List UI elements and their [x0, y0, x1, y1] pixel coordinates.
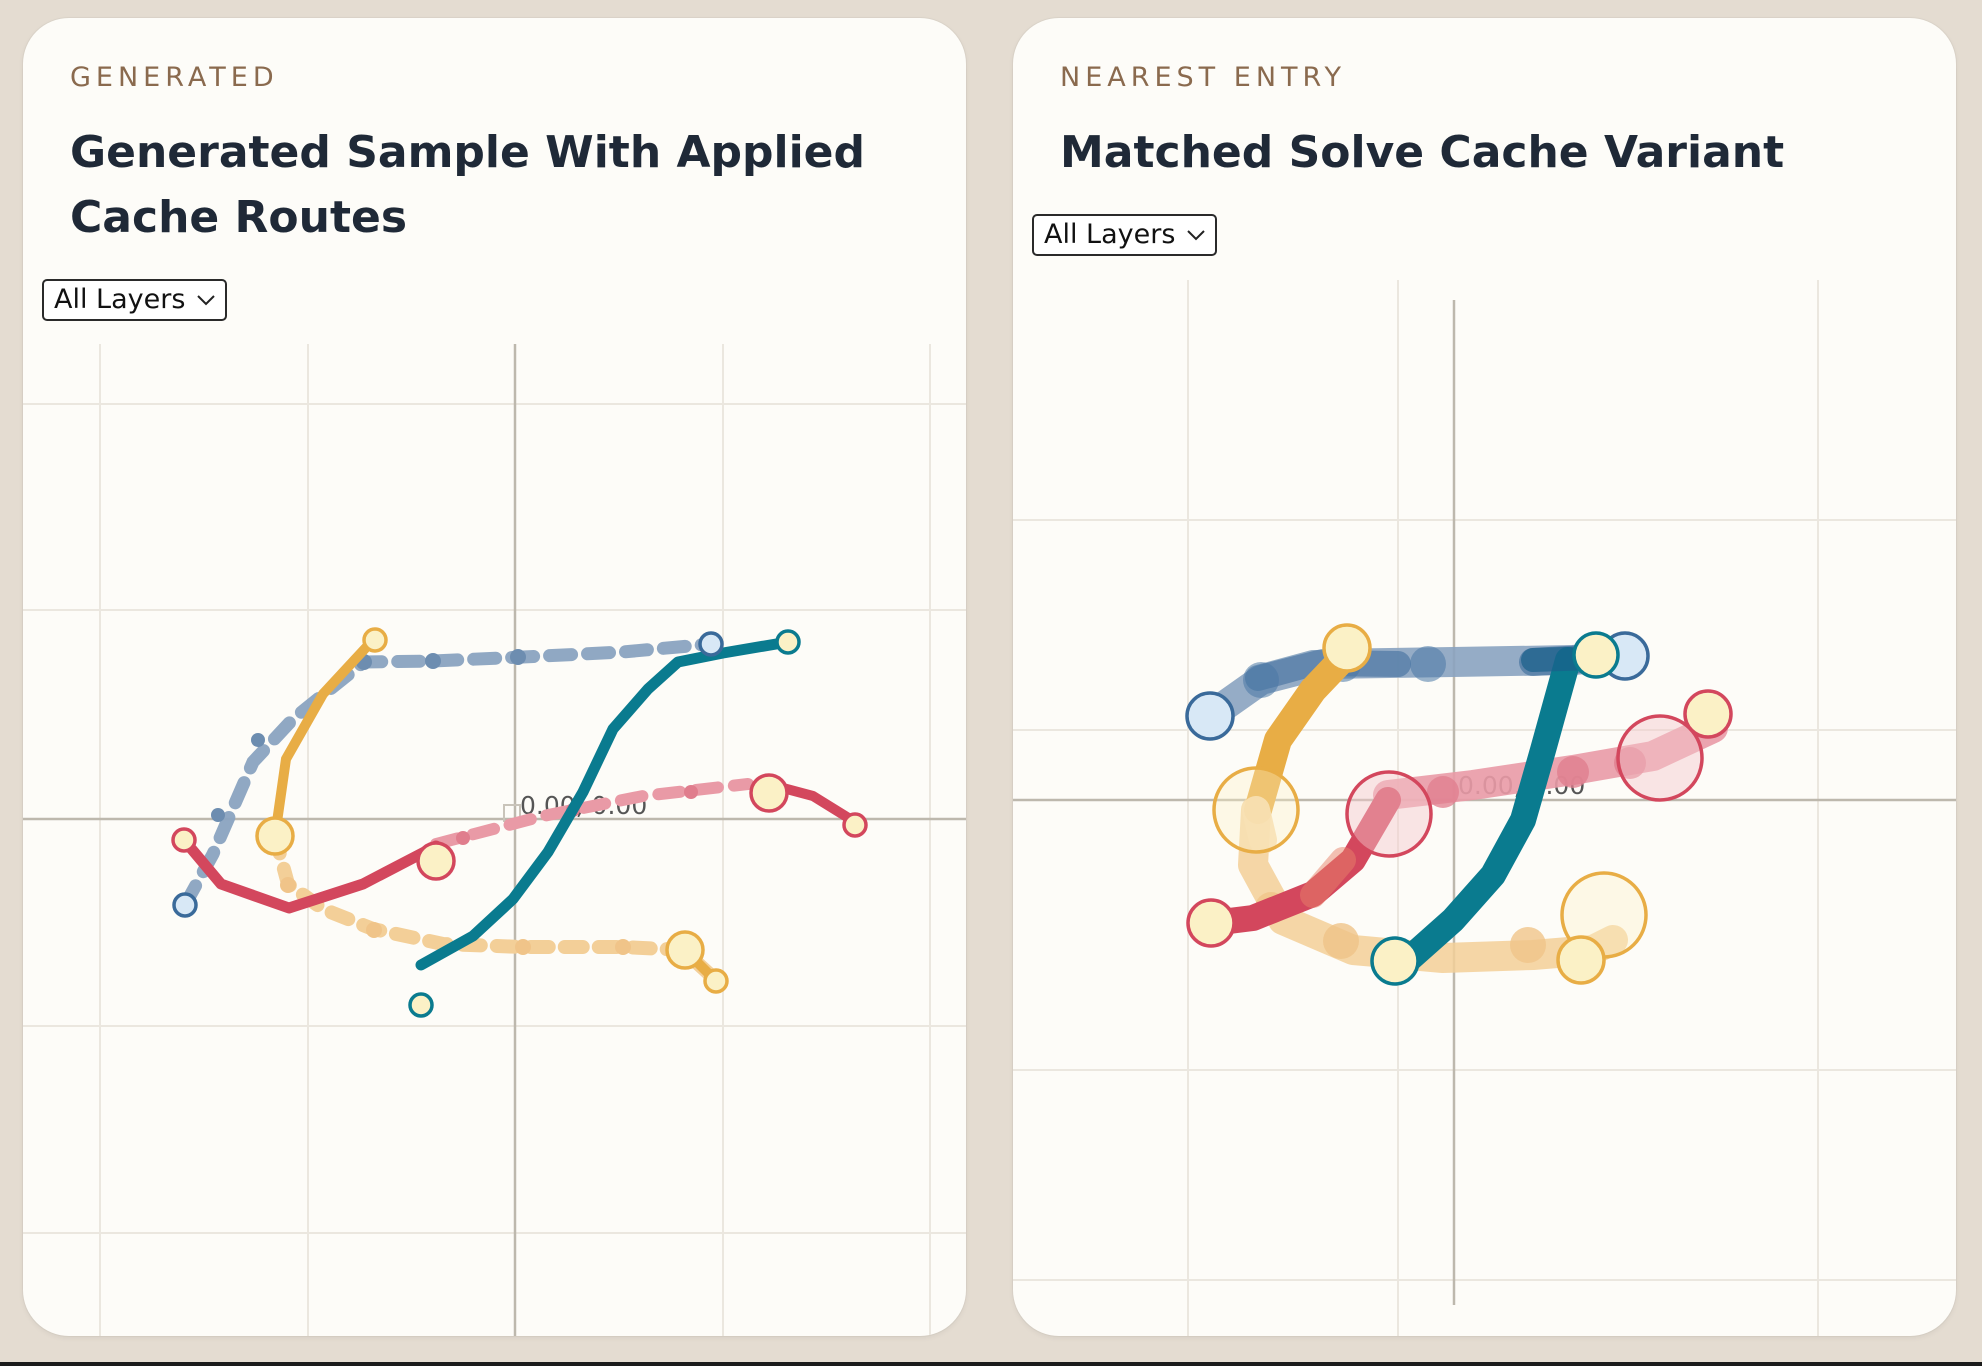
generated-panel: GENERATED Generated Sample With Applied …	[23, 18, 966, 1336]
panel-title: Matched Solve Cache Variant	[1060, 127, 1785, 178]
panel-eyebrow: GENERATED	[70, 62, 279, 93]
nearest-panel: NEAREST ENTRY Matched Solve Cache Varian…	[1013, 18, 1956, 1336]
grid	[23, 344, 966, 1336]
chevron-down-icon	[197, 295, 216, 306]
layer-select-value: All Layers	[1044, 219, 1176, 250]
axes	[1013, 300, 1956, 1305]
route-canvas[interactable]: 0.00, 0.00	[1013, 280, 1956, 1336]
panel-title: Generated Sample With Applied Cache Rout…	[70, 127, 866, 243]
route-canvas[interactable]: 0.00, 0.00	[23, 344, 966, 1336]
chevron-down-icon	[1187, 230, 1206, 241]
layer-select[interactable]: All Layers	[1032, 214, 1218, 256]
route-teal	[415, 636, 794, 971]
route-red	[178, 778, 860, 914]
route-nodes	[171, 627, 868, 1018]
window-bottom-edge	[0, 1362, 1982, 1366]
layer-select-value: All Layers	[54, 284, 186, 315]
grid	[1013, 280, 1956, 1336]
axes	[23, 344, 966, 1336]
panel-eyebrow: NEAREST ENTRY	[1060, 62, 1347, 93]
layer-select[interactable]: All Layers	[42, 279, 228, 321]
route-nodes	[1185, 623, 1733, 986]
route-red	[1200, 713, 1728, 936]
